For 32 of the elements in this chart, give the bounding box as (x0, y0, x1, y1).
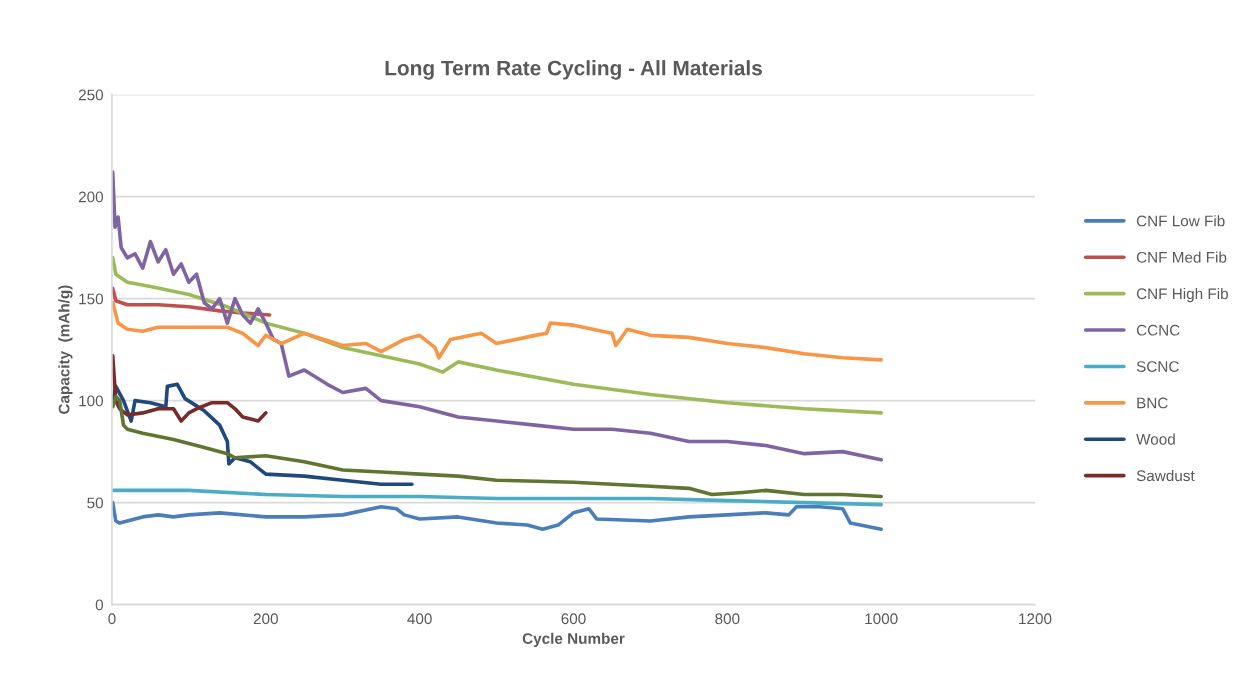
legend-label: BNC (1137, 397, 1168, 409)
y-tick-label: 250 (78, 89, 104, 101)
legend-label: CNF High Fib (1136, 287, 1228, 303)
line-series (111, 382, 414, 487)
y-tick-label: 200 (78, 191, 104, 203)
chart-title: Long Term Rate Cycling - All Materials (385, 60, 762, 80)
line-series (111, 300, 883, 362)
x-tick-label: 400 (407, 613, 432, 625)
legend-label: SCNC (1136, 361, 1179, 372)
y-tick-label: 0 (95, 599, 104, 611)
legend-label: CNF Med Fib (1136, 251, 1227, 263)
line-series (111, 500, 883, 531)
line-series (111, 488, 883, 507)
x-tick-label: 0 (108, 613, 116, 625)
line-series (111, 170, 883, 462)
x-tick-label: 600 (561, 613, 586, 625)
y-tick-label: 100 (79, 395, 104, 407)
y-tick-label: 50 (87, 497, 104, 509)
x-tick-label: 1000 (865, 613, 898, 625)
legend-label: CNF Low Fib (1136, 215, 1225, 227)
x-tick-label: 1200 (1019, 613, 1052, 625)
y-tick-label: 150 (79, 293, 104, 305)
line-series (111, 394, 883, 499)
line-series (111, 256, 883, 415)
legend-label: CCNC (1136, 324, 1180, 336)
y-axis-title: Capacity (mAh/g) (58, 285, 73, 414)
x-tick-label: 200 (253, 613, 278, 625)
legend-label: Wood (1136, 433, 1175, 445)
x-tick-label: 800 (715, 613, 740, 625)
line-series (111, 353, 268, 423)
legend-label: Sawdust (1136, 469, 1195, 482)
x-axis-title: Cycle Number (522, 632, 625, 647)
